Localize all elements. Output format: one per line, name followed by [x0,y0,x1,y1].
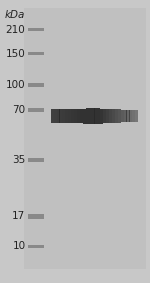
FancyBboxPatch shape [118,110,121,123]
FancyBboxPatch shape [24,8,146,269]
Text: 150: 150 [6,49,26,59]
FancyBboxPatch shape [28,215,44,218]
FancyBboxPatch shape [121,110,124,123]
FancyBboxPatch shape [103,109,106,123]
Text: 35: 35 [12,155,26,165]
FancyBboxPatch shape [74,109,77,123]
FancyBboxPatch shape [112,109,115,123]
FancyBboxPatch shape [28,83,44,87]
FancyBboxPatch shape [57,109,60,123]
FancyBboxPatch shape [71,109,74,123]
FancyBboxPatch shape [62,109,65,123]
Text: 10: 10 [12,241,26,251]
FancyBboxPatch shape [51,110,54,123]
FancyBboxPatch shape [68,109,71,123]
FancyBboxPatch shape [80,109,83,123]
Text: kDa: kDa [5,10,26,20]
FancyBboxPatch shape [65,109,68,123]
FancyBboxPatch shape [28,245,44,248]
FancyBboxPatch shape [89,108,92,124]
FancyBboxPatch shape [28,108,44,112]
Text: 70: 70 [12,105,26,115]
FancyBboxPatch shape [28,52,44,55]
FancyBboxPatch shape [129,110,132,122]
Text: 100: 100 [6,80,26,90]
FancyBboxPatch shape [106,109,109,123]
FancyBboxPatch shape [115,109,118,123]
FancyBboxPatch shape [94,108,98,124]
FancyBboxPatch shape [109,109,112,123]
FancyBboxPatch shape [28,28,44,31]
FancyBboxPatch shape [126,110,130,122]
FancyBboxPatch shape [59,109,63,123]
FancyBboxPatch shape [92,108,94,124]
FancyBboxPatch shape [83,109,86,123]
FancyBboxPatch shape [100,109,103,123]
FancyBboxPatch shape [132,110,135,122]
Text: 210: 210 [6,25,26,35]
FancyBboxPatch shape [54,109,57,123]
Text: 17: 17 [12,211,26,222]
FancyBboxPatch shape [124,110,127,122]
FancyBboxPatch shape [28,158,44,162]
FancyBboxPatch shape [135,110,138,122]
FancyBboxPatch shape [97,108,100,124]
FancyBboxPatch shape [77,109,80,123]
FancyBboxPatch shape [86,108,89,124]
